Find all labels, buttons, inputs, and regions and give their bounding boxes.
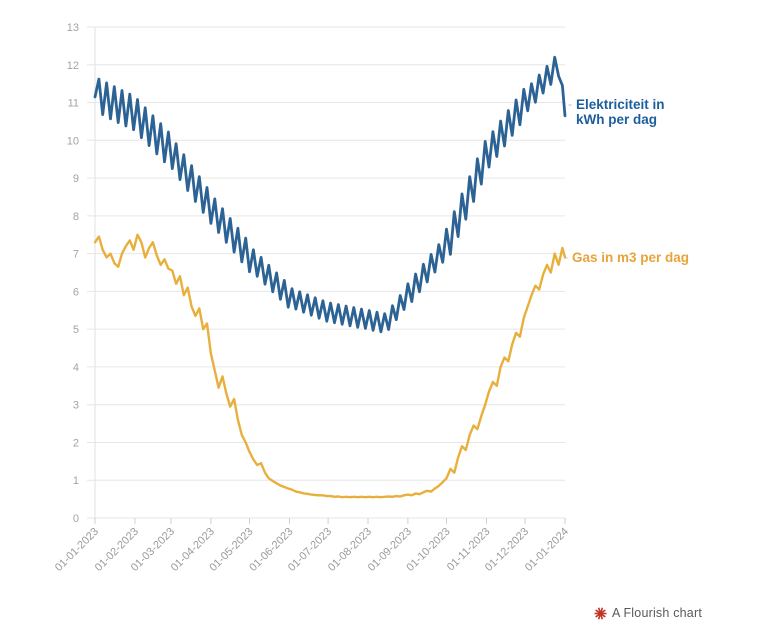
y-tick-label: 4	[73, 362, 79, 374]
y-tick-label: 2	[73, 437, 79, 449]
y-tick-label: 0	[73, 513, 79, 525]
x-axis-labels: 01-01-202301-02-202301-03-202301-04-2023…	[53, 526, 571, 574]
electricity-line-series[interactable]	[93, 55, 567, 334]
y-tick-label: 8	[73, 211, 79, 223]
y-tick-label: 10	[67, 135, 79, 147]
series-label-electricity-text: Elektriciteit in kWh per dag	[576, 97, 665, 127]
y-tick-label: 13	[67, 22, 79, 34]
x-axis-ticks	[94, 518, 566, 524]
electricity-label-line2: kWh per dag	[576, 112, 658, 128]
series-label-gas: - Gas in m3 per dag	[564, 250, 689, 265]
y-tick-label: 6	[73, 286, 79, 298]
y-tick-label: 12	[67, 60, 79, 72]
flourish-attribution-link[interactable]: A Flourish chart	[594, 606, 702, 620]
flourish-logo-icon	[594, 607, 607, 619]
flourish-attribution-text: A Flourish chart	[611, 606, 702, 620]
electricity-label-line1: Elektriciteit in	[576, 97, 665, 112]
label-connector-dash: -	[564, 250, 568, 264]
label-connector-dash: -	[568, 97, 572, 111]
gas-label-line1: Gas in m3 per dag	[572, 250, 690, 265]
y-tick-label: 3	[73, 400, 79, 412]
gas-line-series[interactable]	[93, 233, 567, 499]
series-label-gas-text: Gas in m3 per dag	[572, 250, 689, 265]
y-tick-label: 9	[73, 173, 79, 185]
y-tick-label: 11	[68, 98, 79, 110]
y-tick-label: 5	[73, 324, 79, 336]
series-label-electricity: - Elektriciteit in kWh per dag	[568, 97, 665, 127]
y-gridlines	[87, 26, 565, 519]
x-tick-label: 01-01-2024	[523, 526, 571, 574]
y-tick-label: 1	[73, 475, 79, 487]
y-tick-label: 7	[73, 249, 79, 261]
